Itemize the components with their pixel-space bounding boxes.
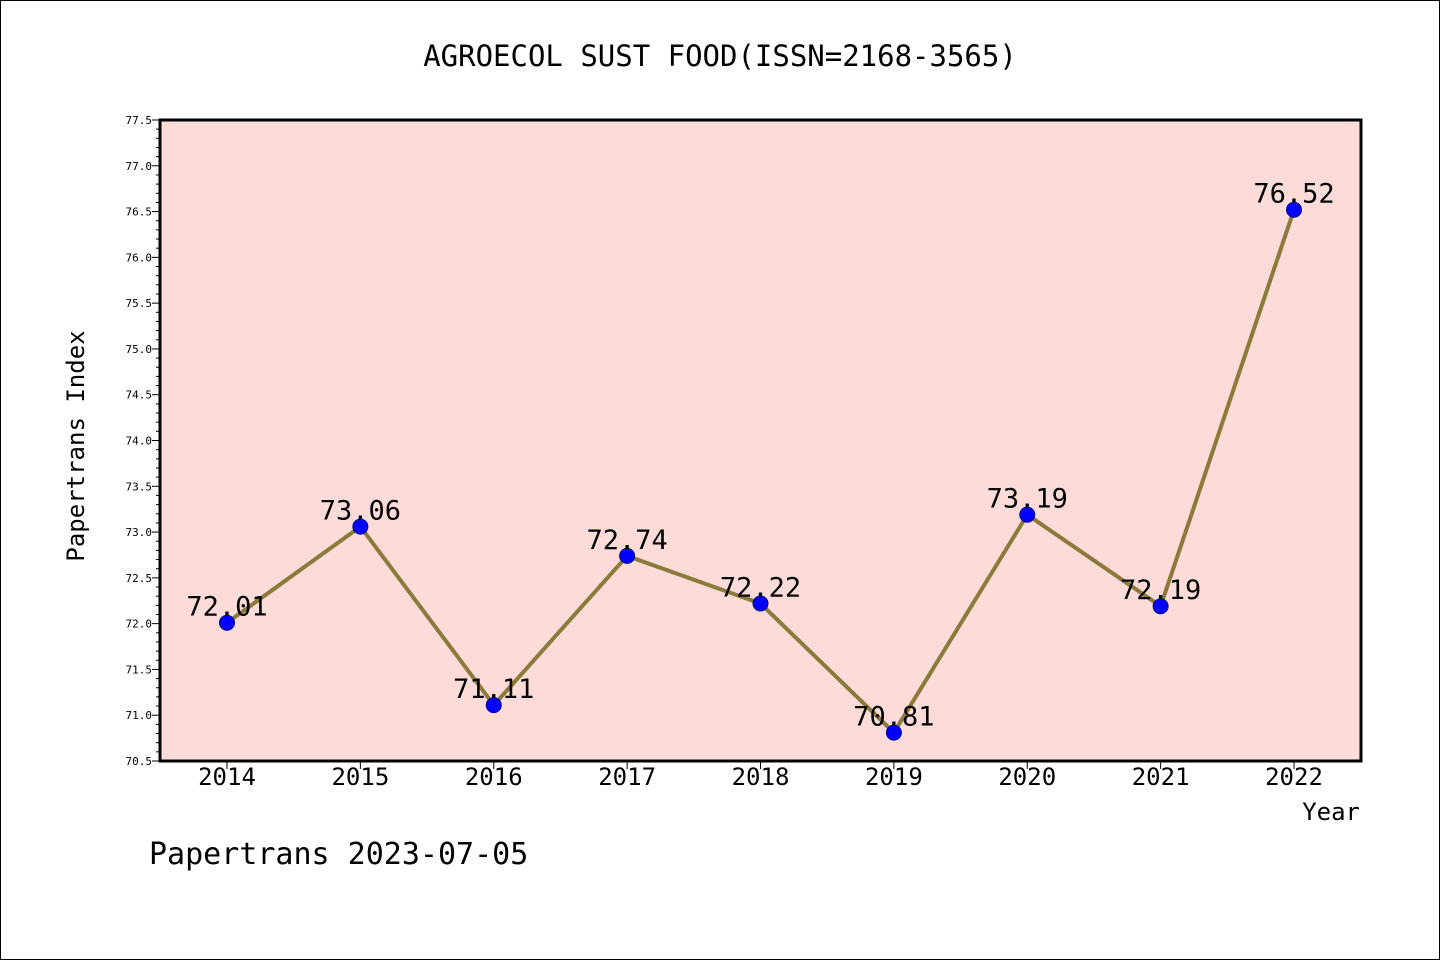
data-label: 72.19 [1120,575,1201,606]
data-point [352,518,369,535]
y-tick-label: 74.5 [126,389,153,402]
x-tick-label: 2022 [1265,763,1323,791]
x-tick-label: 2018 [732,763,790,791]
data-point [485,697,502,714]
data-point [752,595,769,612]
y-tick-label: 75.0 [126,343,153,356]
data-label: 72.22 [720,572,801,603]
y-tick-label: 73.5 [126,480,153,493]
data-label: 76.52 [1253,179,1334,210]
chart-title: AGROECOL SUST FOOD(ISSN=2168-3565) [423,39,1017,73]
y-axis-tick-labels: 70.5 71.0 71.5 72.0 72.5 73.0 73.5 74.0 74.5 75.0… [126,114,153,768]
y-tick-label: 76.0 [126,251,153,264]
y-tick-label: 70.5 [126,755,153,768]
data-point [219,614,235,631]
y-tick-label: 72.0 [126,618,153,631]
y-tick-label: 77.0 [126,160,153,173]
data-label: 72.74 [586,525,667,556]
x-axis-title: Year [1302,798,1360,826]
x-tick-label: 2016 [465,763,523,791]
footer-watermark: Papertrans 2023-07-05 [149,837,528,872]
data-point [619,547,636,564]
y-tick-label: 77.5 [126,114,153,127]
data-point [1019,506,1036,523]
series-markers [219,201,1302,741]
y-tick-label: 71.5 [126,663,153,676]
y-tick-label: 71.0 [126,709,153,722]
data-labels: 72.01 73.06 71.11 72.74 72.22 70.81 73.19 72.19… [186,179,1334,733]
y-axis-title: Papertrans Index [62,330,90,561]
x-axis-tick-labels: 2014 2015 2016 2017 2018 2019 2020 2021 2022 [198,763,1323,791]
x-tick-label: 2017 [598,763,656,791]
y-tick-label: 72.5 [126,572,153,585]
data-point [885,724,902,741]
y-tick-label: 76.5 [126,206,153,219]
y-tick-label: 75.5 [126,297,153,310]
data-label: 73.19 [987,484,1068,515]
x-tick-label: 2021 [1132,763,1190,791]
data-label: 70.81 [853,702,934,733]
data-point [1152,598,1169,615]
data-label: 72.01 [186,592,267,623]
data-label: 71.11 [453,674,534,705]
plot-area [160,120,1361,761]
data-label: 73.06 [320,496,401,527]
data-point [1286,201,1302,218]
x-tick-label: 2014 [198,763,256,791]
y-tick-label: 74.0 [126,435,153,448]
x-tick-label: 2015 [331,763,389,791]
y-tick-label: 73.0 [126,526,153,539]
plot-border [158,118,1363,763]
x-tick-label: 2020 [998,763,1056,791]
x-tick-label: 2019 [865,763,923,791]
